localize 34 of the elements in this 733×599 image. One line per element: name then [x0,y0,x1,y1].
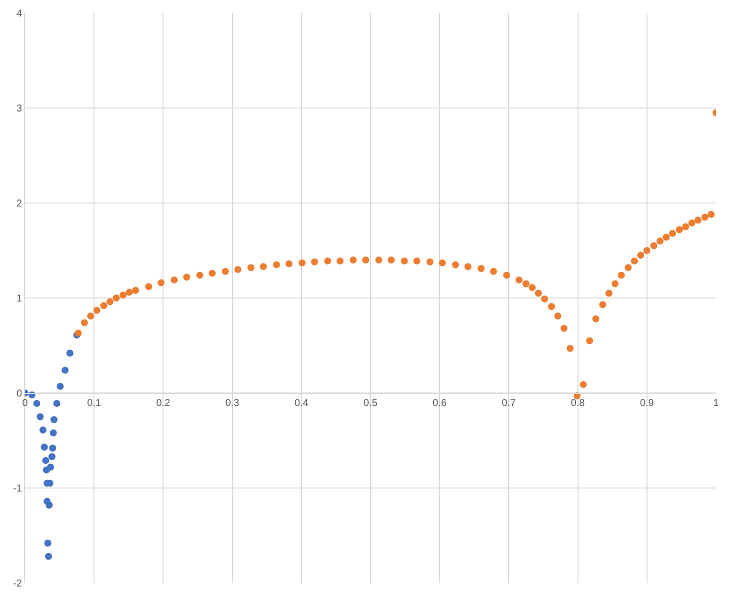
y-tick-label: 4 [16,8,22,20]
y-tick-label: 1 [16,294,22,304]
point [44,552,52,560]
y-tick-label: 3 [16,104,22,114]
point [47,464,54,471]
point [48,453,56,460]
y-tick-label: 0 [16,388,22,400]
point [39,426,46,434]
point [46,502,53,509]
x-tick-label: 0.1 [87,398,102,409]
x-tick-label: 0.3 [225,398,240,409]
x-tick-label: 0.6 [432,398,447,409]
point [50,416,58,424]
point [50,429,57,436]
point [40,444,48,451]
x-tick-label: 0.5 [364,398,378,409]
x-tick-label: 0.7 [502,398,516,409]
point [36,413,44,420]
point [42,456,50,464]
x-tick-label: 0.2 [156,398,171,409]
point [53,400,60,407]
point [33,400,40,407]
y-tick-label: -2 [13,578,22,590]
y-tick-label: -1 [13,484,22,494]
point [66,350,74,357]
x-tick-label: 1 [713,398,720,409]
x-tick-label: 0.9 [640,398,654,409]
point [49,444,56,452]
point [56,382,64,390]
point [44,540,52,547]
x-tick-label: 0.8 [570,398,586,409]
x-tick-label: 0.4 [294,398,309,409]
point [62,366,69,374]
y-tick-label: 2 [16,198,22,210]
